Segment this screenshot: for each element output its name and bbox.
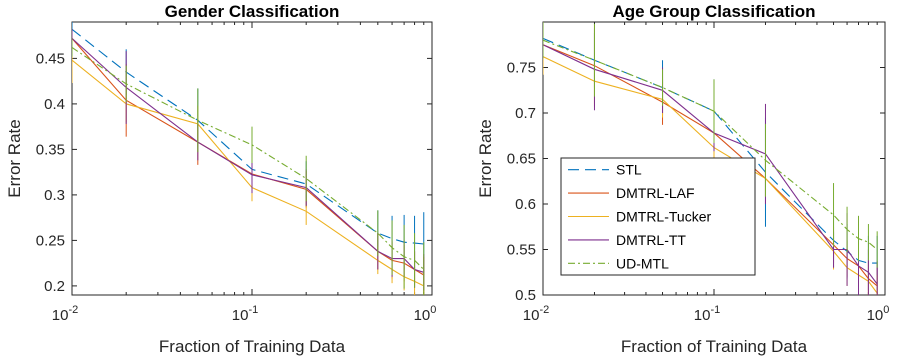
y-axis-label: Error Rate [5, 119, 24, 197]
x-tick-label: 10-1 [232, 304, 258, 324]
legend-label-dmtrl-tucker: DMTRL-Tucker [616, 209, 711, 225]
series-layer [543, 22, 878, 295]
series-line-dmtrl-tt [543, 44, 878, 285]
series-line-ud-mtl [72, 47, 425, 270]
chart-age-group-classification: Age Group Classification 0.5 0.55 0.6 0.65 0.… [476, 2, 889, 356]
legend-label-dmtrl-laf: DMTRL-LAF [616, 185, 695, 201]
series-line-dmtrl-laf [543, 44, 878, 287]
series-line-dmtrl-tucker [72, 59, 425, 287]
y-tick-label: 0.45 [36, 50, 65, 67]
y-tick-label: 0.75 [507, 60, 536, 77]
y-tick-label: 0.65 [507, 151, 536, 168]
y-tick-label: 0.4 [44, 96, 65, 113]
y-tick-label: 0.55 [507, 242, 536, 259]
legend-label-stl: STL [616, 162, 642, 178]
x-axis-label: Fraction of Training Data [159, 337, 346, 356]
y-tick-label: 0.25 [36, 232, 65, 249]
chart-title: Age Group Classification [612, 2, 815, 21]
y-tick-label: 0.6 [515, 196, 536, 213]
x-tick-label: 100 [414, 304, 437, 324]
y-tick-label: 0.35 [36, 141, 65, 158]
series-line-dmtrl-tucker [543, 56, 878, 294]
y-tick-label: 0.7 [515, 105, 536, 122]
legend-label-dmtrl-tt: DMTRL-TT [616, 232, 686, 248]
y-axis-label: Error Rate [476, 119, 495, 197]
y-tick-label: 0.5 [515, 287, 536, 304]
chart-gender-classification: Gender Classification 0.2 0.25 0.3 0.35 0.4 0.… [5, 2, 436, 356]
series-layer [72, 22, 425, 295]
x-tick-label: 10-1 [694, 304, 720, 324]
x-tick-label: 10-2 [523, 304, 549, 324]
legend: STL DMTRL-LAF DMTRL-Tucker DMTRL-TT UD-MTL [560, 157, 756, 276]
legend-label-ud-mtl: UD-MTL [616, 255, 669, 271]
series-line-dmtrl-tt [72, 37, 424, 273]
x-tick-label: 10-2 [52, 304, 78, 324]
series-line-stl [72, 28, 424, 245]
y-tick-label: 0.3 [44, 187, 65, 204]
x-axis-label: Fraction of Training Data [621, 337, 808, 356]
series-line-dmtrl-laf [72, 38, 425, 276]
x-tick-label: 100 [867, 304, 890, 324]
y-tick-label: 0.2 [44, 278, 65, 295]
chart-title: Gender Classification [165, 2, 340, 21]
series-line-ud-mtl [543, 39, 878, 250]
